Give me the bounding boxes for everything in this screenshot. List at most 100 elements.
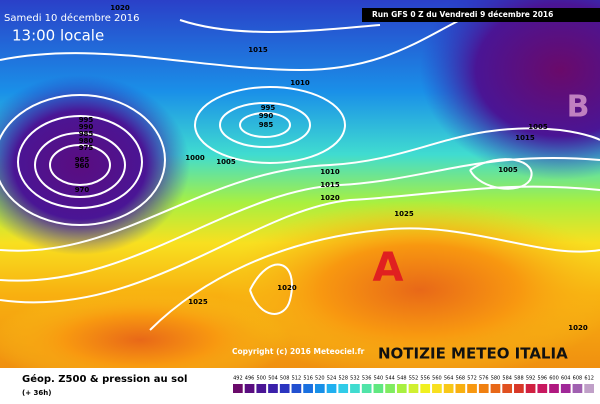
scale-swatch — [314, 384, 325, 393]
isobar-label: 1010 — [320, 168, 340, 176]
scale-label: 596 — [538, 376, 548, 382]
run-box — [362, 8, 600, 22]
legend-lead: (+ 36h) — [22, 389, 51, 397]
scale-label: 572 — [467, 376, 477, 382]
map: 1020101510151010995990985995990985980975… — [0, 0, 600, 390]
scale-label: 496 — [245, 376, 255, 382]
scale-label: 584 — [502, 376, 512, 382]
scale-swatch — [291, 384, 302, 393]
scale-label: 608 — [573, 376, 583, 382]
isobar-label: 1025 — [394, 210, 414, 218]
isobar-label: 985 — [79, 130, 94, 138]
scale-label: 492 — [233, 376, 243, 382]
scale-label: 568 — [456, 376, 466, 382]
isobar-label: 1005 — [498, 166, 518, 174]
scale-label: 552 — [409, 376, 419, 382]
scale-swatch — [326, 384, 337, 393]
scale-label: 564 — [444, 376, 454, 382]
isobar-label: 970 — [75, 186, 90, 194]
scale-label: 600 — [549, 376, 559, 382]
scale-swatch — [361, 384, 372, 393]
scale-label: 588 — [514, 376, 524, 382]
isobar-label: 1010 — [290, 79, 310, 87]
scale-label: 544 — [385, 376, 395, 382]
scale-label: 504 — [268, 376, 278, 382]
scale-label: 604 — [561, 376, 571, 382]
scale-swatch — [455, 384, 466, 393]
scale-label: 612 — [584, 376, 594, 382]
scale-label: 560 — [432, 376, 442, 382]
scale-label: 516 — [303, 376, 313, 382]
scale-swatch — [572, 384, 583, 393]
scale-swatch — [560, 384, 571, 393]
scale-swatch — [233, 384, 243, 393]
scale-swatch — [432, 384, 442, 393]
isobar-label: 990 — [259, 112, 274, 120]
scale-swatch — [490, 384, 501, 393]
isobar-label: 1015 — [320, 181, 340, 189]
isobar-label: 995 — [79, 116, 94, 124]
low-marker: B — [567, 90, 590, 125]
scale-swatch — [584, 384, 594, 393]
isobar-label: 1020 — [277, 284, 297, 292]
scale-swatch — [408, 384, 419, 393]
isobar-label: 1005 — [216, 158, 236, 166]
watermark: NOTIZIE METEO ITALIA — [378, 345, 568, 363]
date: Samedi 10 décembre 2016 — [4, 12, 140, 24]
scale-label: 548 — [397, 376, 407, 382]
time: 13:00 locale — [12, 27, 104, 45]
scale-label: 556 — [420, 376, 430, 382]
isobar-label: 960 — [75, 162, 90, 170]
isobar-label: 1020 — [110, 4, 130, 12]
scale-label: 512 — [292, 376, 302, 382]
scale-swatch — [303, 384, 313, 393]
isobar-label: 990 — [79, 123, 94, 131]
scale-swatch — [525, 384, 536, 393]
isobar-label: 1025 — [188, 298, 208, 306]
isobar-label: 980 — [79, 137, 94, 145]
scale-swatch — [502, 384, 513, 393]
scale-swatch — [373, 384, 384, 393]
run: Run GFS 0 Z du Vendredi 9 décembre 2016 — [372, 10, 553, 19]
scale-swatch — [478, 384, 489, 393]
isobar-label: 1020 — [320, 194, 340, 202]
scale-swatch — [279, 384, 290, 393]
scale-swatch — [268, 384, 278, 393]
scale-label: 532 — [350, 376, 360, 382]
scale-swatch — [256, 384, 267, 393]
scale-label: 508 — [280, 376, 290, 382]
scale-swatch — [443, 384, 454, 393]
scale-label: 528 — [338, 376, 348, 382]
scale-swatch — [467, 384, 477, 393]
scale-label: 540 — [374, 376, 384, 382]
legend-title: Géop. Z500 & pression au sol — [22, 373, 187, 385]
scale-swatch — [396, 384, 407, 393]
scale-label: 592 — [526, 376, 536, 382]
scale-swatch — [338, 384, 349, 393]
scale-swatch — [420, 384, 431, 393]
high-marker: A — [373, 245, 404, 291]
scale-label: 520 — [315, 376, 325, 382]
scale-swatch — [514, 384, 524, 393]
scale-label: 500 — [257, 376, 267, 382]
isobar-label: 985 — [259, 121, 274, 129]
scale-swatch — [244, 384, 255, 393]
isobar-label: 1000 — [185, 154, 205, 162]
scale-label: 576 — [479, 376, 489, 382]
scale-label: 580 — [491, 376, 501, 382]
isobar-label: 1015 — [515, 134, 535, 142]
scale-swatch — [537, 384, 548, 393]
scale-swatch — [350, 384, 360, 393]
isobar-label: 1020 — [568, 324, 588, 332]
scale-label: 536 — [362, 376, 372, 382]
isobar-label: 1005 — [528, 123, 548, 131]
scale-swatch — [385, 384, 395, 393]
isobar-label: 965 — [75, 156, 90, 164]
scale-swatch — [549, 384, 559, 393]
isobar-label: 995 — [261, 104, 276, 112]
isobar-label: 1015 — [248, 46, 268, 54]
scale-label: 524 — [327, 376, 337, 382]
copyright: Copyright (c) 2016 Meteociel.fr — [232, 347, 365, 356]
isobars — [0, 19, 600, 331]
